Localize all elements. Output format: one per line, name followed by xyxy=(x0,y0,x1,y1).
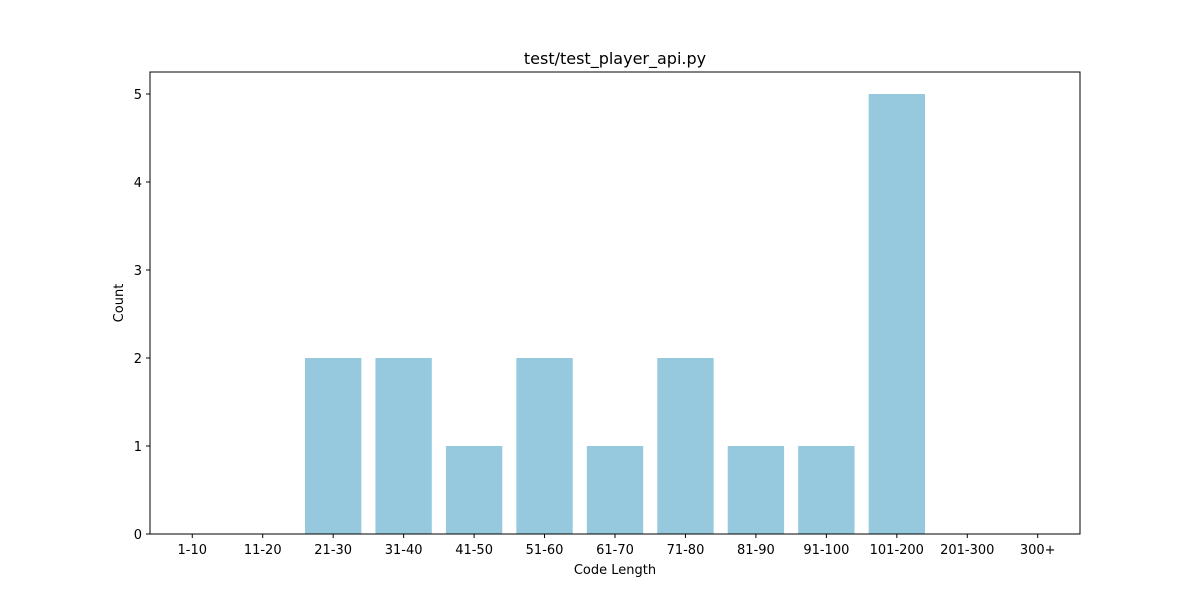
y-tick-label: 3 xyxy=(134,264,142,279)
bar-71-80 xyxy=(657,358,714,534)
bar-51-60 xyxy=(516,358,573,534)
x-tick-label: 201-300 xyxy=(940,543,994,558)
bar-31-40 xyxy=(375,358,432,534)
bar-61-70 xyxy=(586,446,644,534)
x-tick-label: 21-30 xyxy=(314,543,352,558)
y-tick-label: 1 xyxy=(134,440,142,455)
x-tick-label: 81-90 xyxy=(737,543,775,558)
x-tick-label: 61-70 xyxy=(596,543,634,558)
x-axis: 1-10 11-20 21-30 31-40 41-50 51-60 61-70 71-80 8… xyxy=(178,534,1056,558)
y-axis: 0 1 2 3 4 5 xyxy=(134,88,150,543)
y-tick-label: 0 xyxy=(134,528,142,543)
bars-group xyxy=(305,94,925,534)
y-axis-label: Count xyxy=(112,284,127,323)
y-tick-label: 2 xyxy=(134,352,142,367)
x-tick-label: 31-40 xyxy=(385,543,423,558)
y-tick-label: 4 xyxy=(134,176,142,191)
bar-91-100 xyxy=(798,446,855,534)
x-tick-label: 300+ xyxy=(1020,543,1056,558)
x-tick-label: 71-80 xyxy=(667,543,705,558)
x-tick-label: 51-60 xyxy=(526,543,564,558)
x-tick-label: 91-100 xyxy=(803,543,849,558)
bar-41-50 xyxy=(445,446,503,534)
bar-21-30 xyxy=(305,358,362,534)
x-tick-label: 1-10 xyxy=(178,543,208,558)
x-tick-label: 41-50 xyxy=(455,543,493,558)
chart-title: test/test_player_api.py xyxy=(524,49,706,69)
x-axis-label: Code Length xyxy=(574,563,656,578)
x-tick-label: 101-200 xyxy=(870,543,924,558)
x-tick-label: 11-20 xyxy=(244,543,282,558)
bar-81-90 xyxy=(727,446,785,534)
y-tick-label: 5 xyxy=(134,88,142,103)
bar-101-200 xyxy=(868,94,925,534)
